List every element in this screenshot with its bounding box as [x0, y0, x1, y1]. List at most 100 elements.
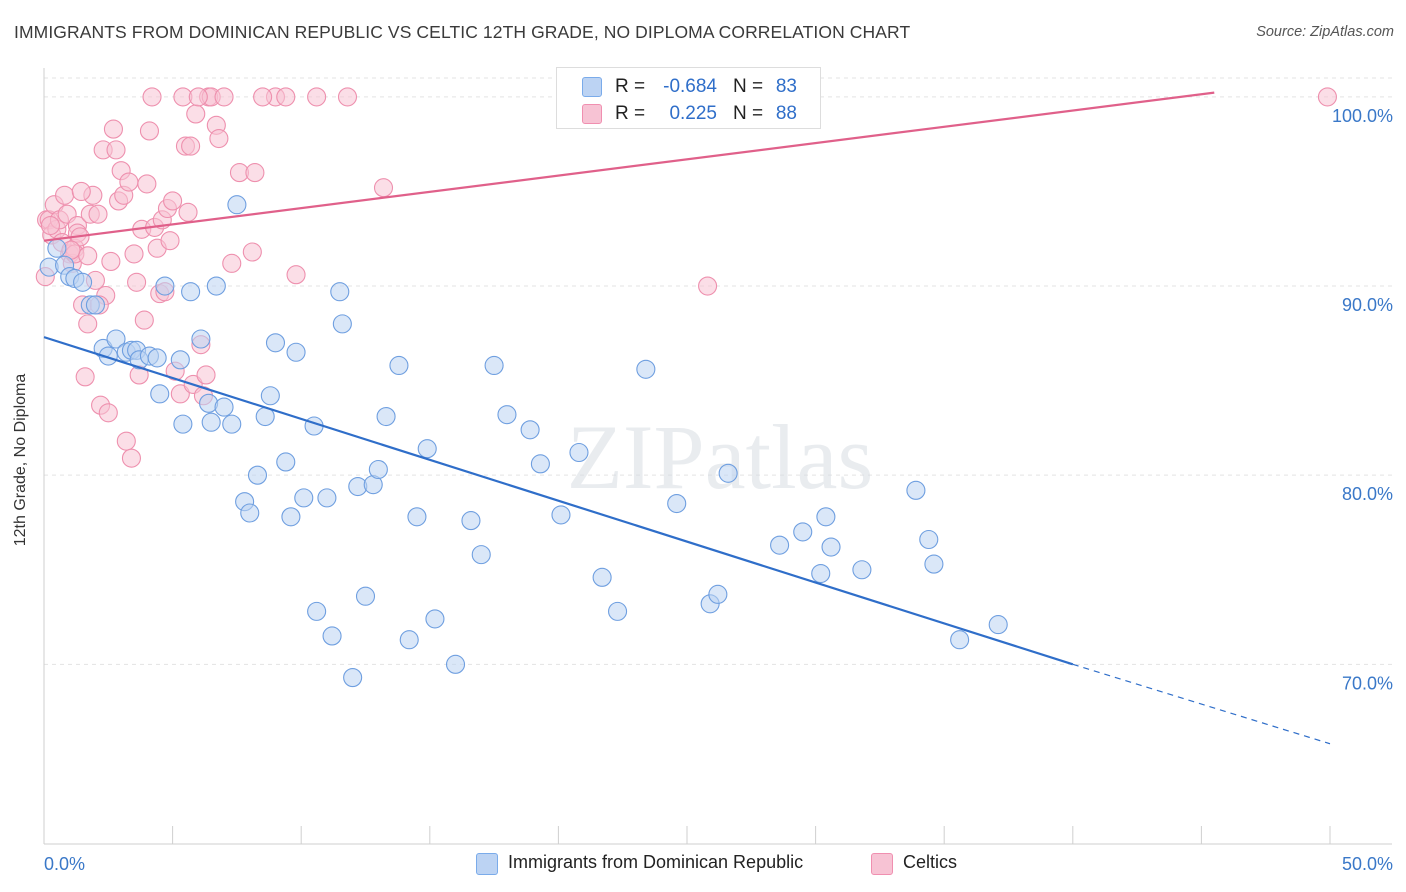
- dominican-point: [73, 272, 93, 292]
- celtics-point: [1317, 87, 1337, 107]
- dominican-point: [47, 238, 67, 258]
- dominican-trend-extension: [1072, 663, 1331, 745]
- celtics-point: [307, 87, 327, 107]
- legend-row-dominican: R = -0.684 N = 83: [557, 73, 820, 101]
- dominican-point: [793, 522, 813, 542]
- dominican-point: [330, 282, 350, 302]
- bottom-legend-swatch-blue: [476, 853, 498, 875]
- celtics-point: [188, 87, 208, 107]
- watermark: ZIPatlas: [567, 406, 874, 508]
- celtics-point: [373, 178, 394, 198]
- dominican-point: [718, 463, 738, 483]
- celtics-point: [78, 246, 98, 266]
- n-label: N =: [733, 103, 764, 124]
- dominican-point: [355, 586, 376, 606]
- celtics-point: [245, 163, 265, 183]
- celtics-point: [196, 365, 216, 385]
- celtics-point: [75, 367, 95, 387]
- dominican-point: [530, 454, 550, 474]
- dominican-point: [170, 350, 190, 370]
- celtics-point: [121, 448, 141, 468]
- celtics-point: [242, 242, 262, 262]
- r-value: 0.225: [669, 103, 717, 124]
- y-tick-labels: 70.0% 80.0% 90.0% 100.0%: [1332, 106, 1393, 693]
- dominican-point: [281, 507, 301, 527]
- r-label: R =: [615, 76, 646, 97]
- dominican-point: [227, 195, 247, 215]
- celtics-point: [55, 185, 75, 205]
- celtics-point: [101, 251, 121, 272]
- dominican-point: [85, 295, 105, 315]
- y-tick-label: 70.0%: [1342, 673, 1393, 693]
- dominican-point: [150, 384, 170, 404]
- r-value: -0.684: [663, 76, 717, 97]
- dominican-point: [98, 346, 118, 366]
- bottom-legend-swatch-pink: [871, 853, 893, 875]
- dominican-point: [484, 355, 504, 376]
- stats-legend: R = -0.684 N = 83 R = 0.225 N = 88: [556, 67, 821, 129]
- celtics-point: [178, 202, 198, 222]
- legend-swatch-pink: [582, 104, 602, 124]
- celtics-point: [209, 128, 229, 149]
- n-value: 88: [775, 103, 797, 124]
- dominican-point: [155, 276, 175, 296]
- dominican-point: [247, 465, 268, 485]
- dominican-point: [592, 567, 612, 587]
- dominican-point: [461, 511, 481, 531]
- celtics-point: [119, 172, 139, 192]
- dominican-point: [332, 314, 352, 334]
- celtics-trend-line: [43, 91, 1215, 242]
- celtics-point: [222, 253, 242, 273]
- dominican-point: [206, 276, 226, 296]
- dominican-point: [667, 494, 687, 514]
- dominican-point: [173, 414, 193, 434]
- dominican-point: [636, 359, 656, 379]
- dominican-point: [988, 615, 1008, 635]
- dominican-point: [445, 654, 466, 674]
- x-tick-label: 50.0%: [1342, 854, 1393, 874]
- x-tick-labels: 0.0% 50.0%: [44, 854, 1393, 874]
- celtics-point: [40, 215, 60, 236]
- dominican-point: [816, 507, 836, 527]
- dominican-point: [307, 601, 327, 621]
- dominican-point: [240, 503, 260, 523]
- dominican-point: [260, 386, 280, 406]
- dominican-point: [821, 537, 841, 557]
- trend-lines: [43, 91, 1331, 745]
- dominican-point: [368, 459, 388, 480]
- dominican-point: [181, 282, 201, 302]
- dominican-point: [407, 507, 427, 527]
- dominican-point: [497, 405, 517, 425]
- celtics-point: [71, 181, 91, 202]
- dominican-point: [399, 630, 419, 650]
- dominican-trend-line: [43, 336, 1074, 666]
- chart-title: IMMIGRANTS FROM DOMINICAN REPUBLIC VS CE…: [14, 22, 911, 42]
- y-tick-label: 80.0%: [1342, 484, 1393, 504]
- celtics-point: [214, 87, 234, 107]
- n-label: N =: [733, 76, 764, 97]
- celtics-point: [106, 140, 126, 160]
- celtics-point: [186, 104, 206, 124]
- dominican-point: [417, 439, 437, 459]
- n-value: 83: [775, 76, 797, 97]
- axes: [43, 68, 1392, 845]
- x-tick-label: 0.0%: [44, 854, 85, 874]
- dominican-point: [708, 584, 728, 604]
- celtics-point: [181, 136, 201, 156]
- r-label: R =: [615, 103, 646, 124]
- celtics-point: [124, 244, 144, 264]
- dominican-point: [811, 563, 831, 584]
- dominican-point: [322, 626, 342, 646]
- celtics-point: [88, 204, 108, 224]
- celtics-points: [35, 87, 1337, 468]
- celtics-point: [286, 265, 306, 285]
- celtics-point: [78, 314, 98, 334]
- dominican-point: [924, 554, 944, 574]
- dominican-point: [343, 668, 363, 688]
- dominican-point: [106, 329, 126, 349]
- dominican-point: [294, 488, 314, 508]
- celtics-point: [276, 87, 296, 107]
- dominican-point: [919, 529, 939, 550]
- dominican-point: [950, 630, 970, 650]
- celtics-point: [139, 121, 160, 141]
